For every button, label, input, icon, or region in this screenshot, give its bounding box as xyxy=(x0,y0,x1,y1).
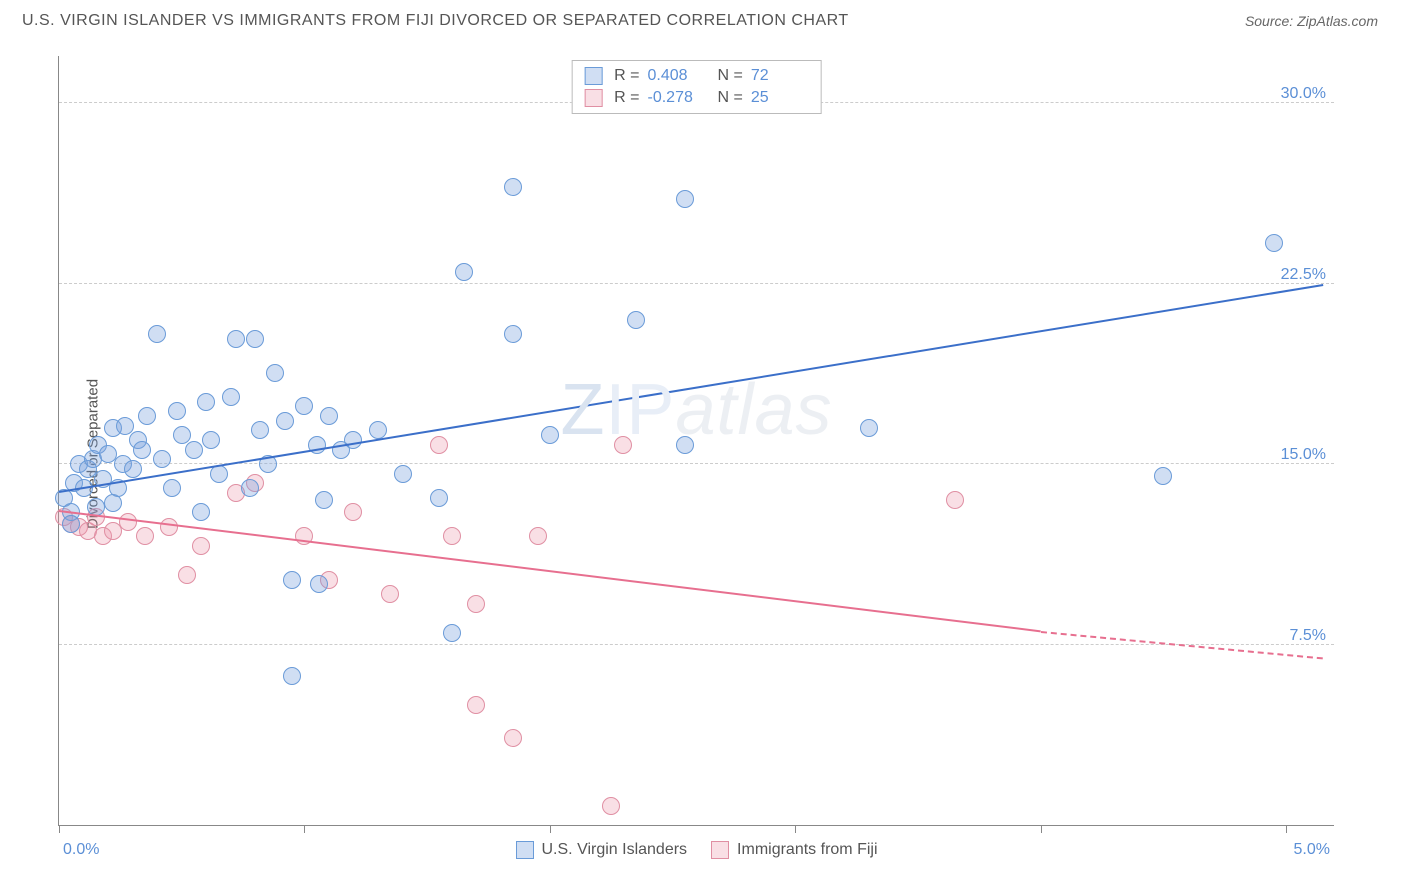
trend-line-series2 xyxy=(59,510,1041,632)
swatch-series1 xyxy=(516,841,534,859)
x-tick-label: 0.0% xyxy=(63,841,99,859)
data-point-series1 xyxy=(163,479,181,497)
n-value-series1: 72 xyxy=(751,67,809,85)
data-point-series1 xyxy=(315,491,333,509)
data-point-series1 xyxy=(138,407,156,425)
x-tick xyxy=(59,825,60,833)
y-tick-label: 7.5% xyxy=(1290,627,1326,645)
x-tick xyxy=(304,825,305,833)
legend-item-series1: U.S. Virgin Islanders xyxy=(516,841,688,859)
data-point-series1 xyxy=(295,397,313,415)
source-attribution: Source: ZipAtlas.com xyxy=(1245,13,1378,29)
data-point-series1 xyxy=(310,575,328,593)
data-point-series1 xyxy=(251,421,269,439)
data-point-series2 xyxy=(614,436,632,454)
data-point-series1 xyxy=(222,388,240,406)
data-point-series2 xyxy=(529,527,547,545)
x-tick xyxy=(795,825,796,833)
data-point-series1 xyxy=(320,407,338,425)
data-point-series2 xyxy=(443,527,461,545)
data-point-series1 xyxy=(241,479,259,497)
data-point-series1 xyxy=(153,450,171,468)
data-point-series1 xyxy=(148,325,166,343)
data-point-series2 xyxy=(119,513,137,531)
data-point-series2 xyxy=(192,537,210,555)
data-point-series2 xyxy=(381,585,399,603)
legend-item-series2: Immigrants from Fiji xyxy=(711,841,877,859)
data-point-series1 xyxy=(62,515,80,533)
data-point-series1 xyxy=(185,441,203,459)
data-point-series2 xyxy=(602,797,620,815)
data-point-series1 xyxy=(455,263,473,281)
data-point-series1 xyxy=(344,431,362,449)
y-tick-label: 30.0% xyxy=(1281,85,1326,103)
data-point-series1 xyxy=(276,412,294,430)
data-point-series1 xyxy=(860,419,878,437)
data-point-series2 xyxy=(946,491,964,509)
swatch-series2 xyxy=(584,89,602,107)
watermark: ZIPatlas xyxy=(560,369,832,451)
scatter-plot-area: ZIPatlas R = 0.408 N = 72 R = -0.278 N =… xyxy=(58,56,1334,826)
data-point-series2 xyxy=(344,503,362,521)
data-point-series1 xyxy=(192,503,210,521)
data-point-series1 xyxy=(202,431,220,449)
y-tick-label: 22.5% xyxy=(1281,266,1326,284)
data-point-series1 xyxy=(283,667,301,685)
data-point-series2 xyxy=(467,595,485,613)
data-point-series1 xyxy=(124,460,142,478)
data-point-series1 xyxy=(676,436,694,454)
data-point-series1 xyxy=(443,624,461,642)
data-point-series1 xyxy=(504,178,522,196)
r-value-series1: 0.408 xyxy=(648,67,706,85)
gridline xyxy=(59,283,1334,284)
n-value-series2: 25 xyxy=(751,89,809,107)
x-tick xyxy=(1286,825,1287,833)
gridline xyxy=(59,644,1334,645)
swatch-series1 xyxy=(584,67,602,85)
data-point-series1 xyxy=(1265,234,1283,252)
legend-row-series2: R = -0.278 N = 25 xyxy=(584,87,809,109)
y-tick-label: 15.0% xyxy=(1281,446,1326,464)
data-point-series1 xyxy=(197,393,215,411)
data-point-series2 xyxy=(467,696,485,714)
r-value-series2: -0.278 xyxy=(648,89,706,107)
gridline xyxy=(59,463,1334,464)
data-point-series1 xyxy=(1154,467,1172,485)
data-point-series1 xyxy=(430,489,448,507)
data-point-series1 xyxy=(283,571,301,589)
data-point-series1 xyxy=(504,325,522,343)
data-point-series1 xyxy=(541,426,559,444)
data-point-series1 xyxy=(246,330,264,348)
chart-title: U.S. VIRGIN ISLANDER VS IMMIGRANTS FROM … xyxy=(22,12,849,30)
data-point-series2 xyxy=(178,566,196,584)
legend-row-series1: R = 0.408 N = 72 xyxy=(584,65,809,87)
data-point-series2 xyxy=(504,729,522,747)
data-point-series1 xyxy=(227,330,245,348)
swatch-series2 xyxy=(711,841,729,859)
data-point-series1 xyxy=(266,364,284,382)
series-legend: U.S. Virgin Islanders Immigrants from Fi… xyxy=(516,841,878,859)
chart-container: Divorced or Separated ZIPatlas R = 0.408… xyxy=(22,44,1384,864)
data-point-series1 xyxy=(394,465,412,483)
correlation-legend: R = 0.408 N = 72 R = -0.278 N = 25 xyxy=(571,60,822,114)
data-point-series2 xyxy=(136,527,154,545)
data-point-series1 xyxy=(168,402,186,420)
data-point-series1 xyxy=(627,311,645,329)
x-tick xyxy=(1041,825,1042,833)
x-tick-label: 5.0% xyxy=(1294,841,1330,859)
data-point-series2 xyxy=(430,436,448,454)
x-tick xyxy=(550,825,551,833)
data-point-series1 xyxy=(133,441,151,459)
data-point-series1 xyxy=(676,190,694,208)
data-point-series2 xyxy=(160,518,178,536)
trend-line-series1 xyxy=(59,284,1323,493)
trend-line-series2-extrapolated xyxy=(1040,631,1322,659)
